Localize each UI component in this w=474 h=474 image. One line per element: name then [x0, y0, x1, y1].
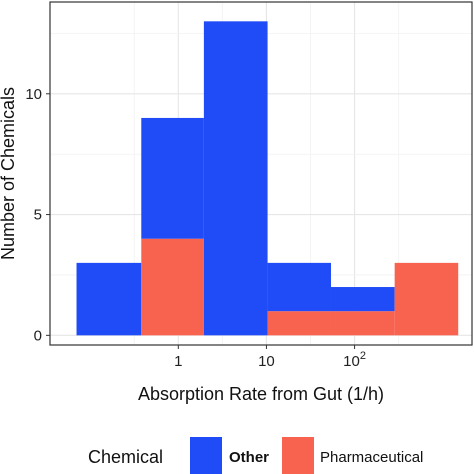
bars-layer [76, 21, 459, 336]
x-tick-label: 1 [174, 353, 182, 370]
x-tick-label: 102 [343, 350, 366, 370]
bar-pharma [141, 238, 204, 336]
axis-layer: 0 5 10 1 10 102 [25, 86, 366, 370]
y-tick-label: 5 [34, 207, 42, 224]
bar-other [203, 21, 268, 336]
legend-key-pharmaceutical [282, 437, 314, 474]
x-tick-label: 10 [258, 353, 275, 370]
legend: Chemical Other Pharmaceutical [88, 437, 423, 474]
bar-pharma [267, 311, 331, 336]
bar-other [330, 287, 395, 312]
legend-title: Chemical [88, 447, 163, 467]
legend-label-pharmaceutical: Pharmaceutical [320, 449, 423, 466]
legend-key-other [190, 437, 222, 474]
y-axis-title: Number of Chemicals [0, 87, 18, 260]
x-axis-title: Absorption Rate from Gut (1/h) [138, 384, 384, 404]
legend-label-other: Other [229, 449, 269, 466]
bar-pharma [330, 311, 395, 336]
bar-other [267, 262, 331, 312]
y-tick-label: 10 [25, 86, 42, 103]
panel-border [49, 1, 473, 346]
bar-other [141, 117, 204, 239]
bar-pharma [394, 262, 459, 336]
y-tick-label: 0 [34, 327, 42, 344]
bar-other [76, 262, 142, 336]
